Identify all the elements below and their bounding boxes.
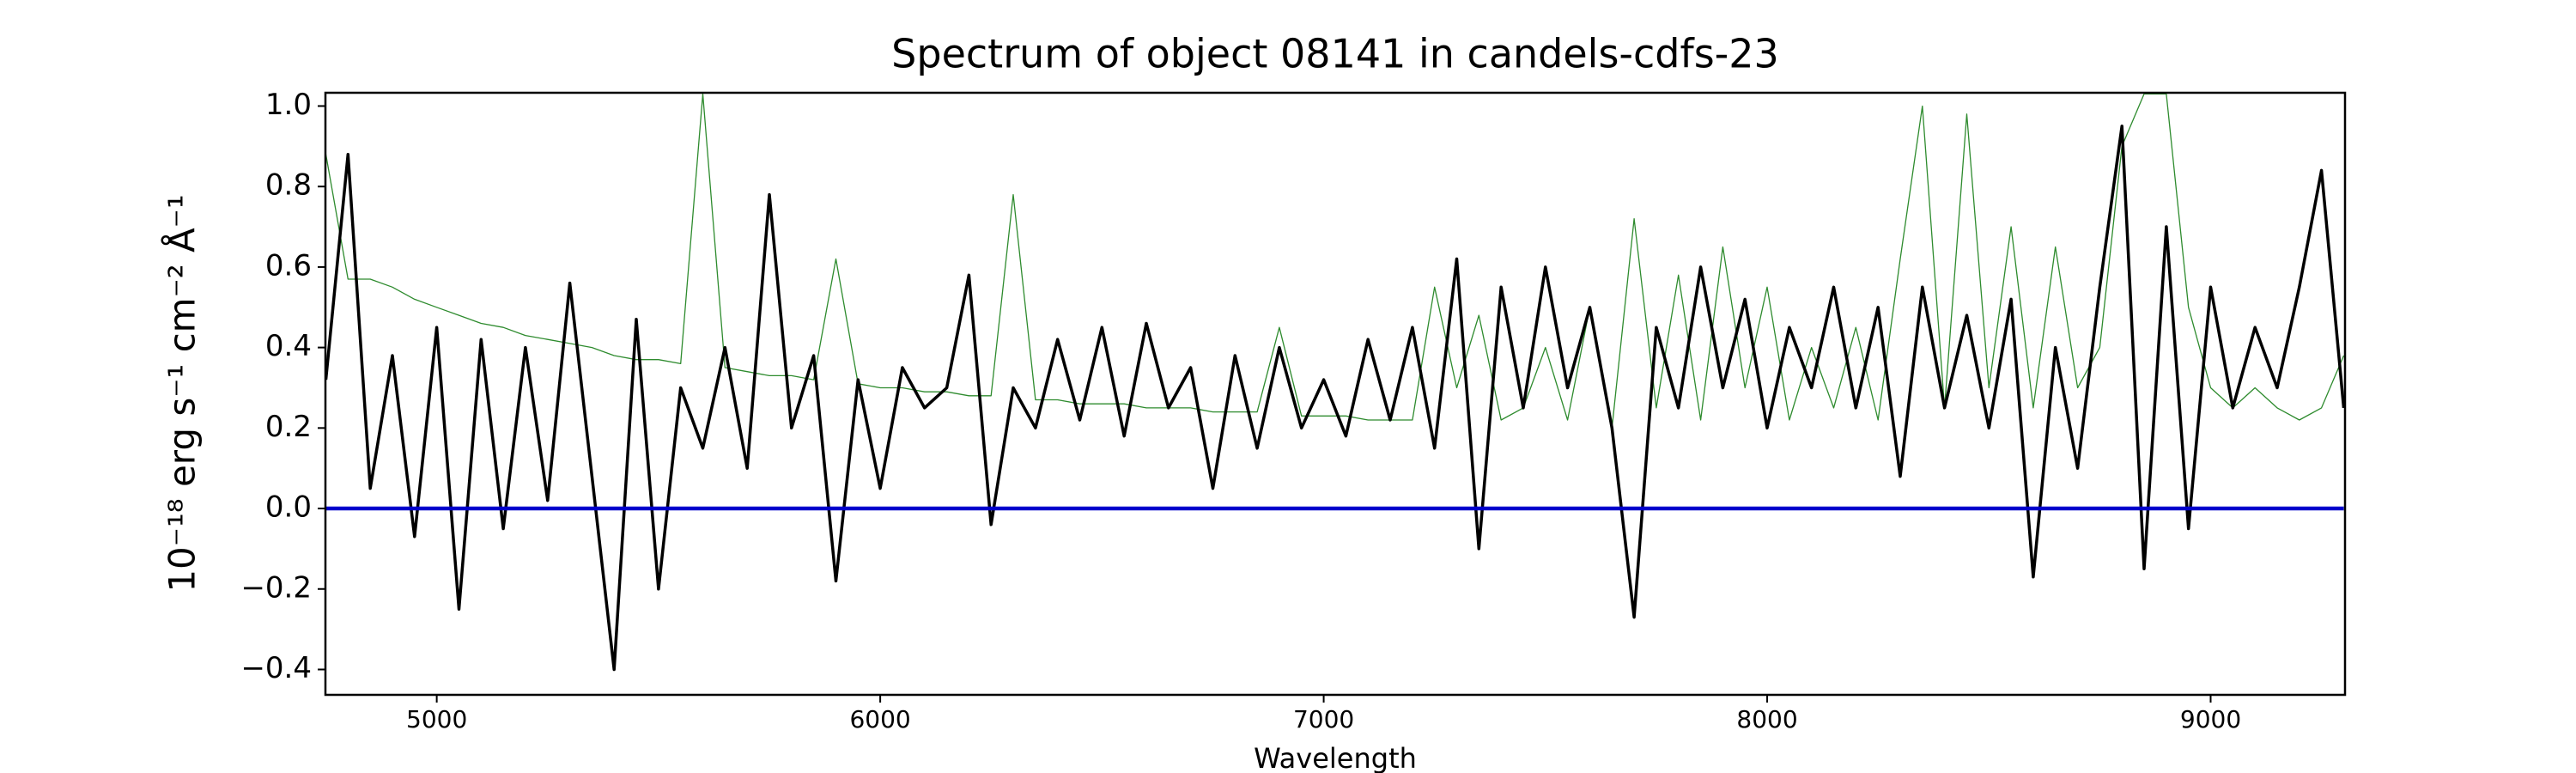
x-axis-label: Wavelength <box>1254 742 1417 773</box>
y-tick-label: 0.0 <box>265 490 312 525</box>
y-tick-label: 0.4 <box>265 329 312 363</box>
x-tick-label: 5000 <box>406 705 467 733</box>
y-axis-label: 10⁻¹⁸ erg s⁻¹ cm⁻² Å⁻¹ <box>161 194 204 592</box>
y-tick-label: 0.6 <box>265 248 312 283</box>
plot-frame <box>324 91 2347 697</box>
y-tick-label: 0.8 <box>265 168 312 203</box>
x-tick-label: 8000 <box>1736 705 1797 733</box>
y-tick-label: −0.4 <box>240 651 312 685</box>
chart-title: Spectrum of object 08141 in candels-cdfs… <box>891 31 1779 77</box>
x-tick-label: 7000 <box>1293 705 1354 733</box>
y-tick-label: 0.2 <box>265 410 312 444</box>
y-tick-label: −0.2 <box>240 570 312 605</box>
plot-area <box>325 93 2345 672</box>
spectrum-line <box>325 93 2345 429</box>
x-tick-label: 6000 <box>849 705 910 733</box>
x-tick-label: 9000 <box>2180 705 2241 733</box>
y-tick-label: 1.0 <box>265 88 312 122</box>
spectrum-line <box>325 125 2345 672</box>
